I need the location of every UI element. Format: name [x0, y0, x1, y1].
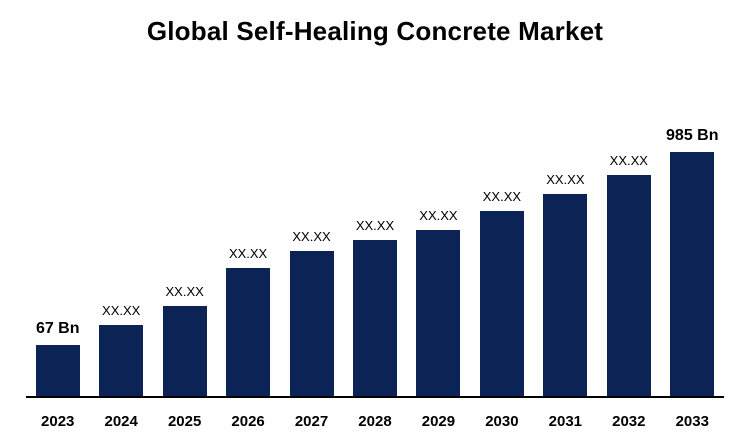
bar-value-label: XX.XX: [419, 208, 458, 223]
bar-2031: [543, 194, 588, 396]
bar-value-label: XX.XX: [292, 229, 331, 244]
bar-group-2033: 985 Bn: [661, 60, 724, 396]
bar-value-label: XX.XX: [482, 189, 522, 204]
x-tick-label: 2025: [167, 413, 202, 430]
bar-chart: 67 Bn XX.XX XX.XX XX.XX XX.XX XX.XX XX.XX XX.XX…: [26, 60, 724, 430]
bar-2029: [416, 230, 461, 396]
bar-value-label: XX.XX: [355, 218, 395, 233]
bar-group-2029: XX.XX: [407, 60, 470, 396]
x-tick-label: 2030: [485, 413, 519, 430]
bar-group-2027: XX.XX: [280, 60, 343, 396]
bar-value-label: 67 Bn: [35, 320, 80, 337]
bar-group-2028: XX.XX: [343, 60, 406, 396]
bar-2023: [35, 345, 80, 396]
bar-group-2023: 67 Bn: [26, 60, 89, 396]
bar-value-label: XX.XX: [165, 284, 204, 299]
bar-group-2025: XX.XX: [153, 60, 216, 396]
bar-group-2026: XX.XX: [216, 60, 279, 396]
bar-value-label: XX.XX: [228, 246, 268, 261]
x-tick-label: 2029: [421, 413, 456, 430]
bar-value-label: 985 Bn: [666, 127, 719, 144]
x-tick-label: 2023: [41, 413, 75, 430]
bar-2032: [606, 175, 651, 396]
bar-2026: [226, 268, 271, 396]
chart-title: Global Self-Healing Concrete Market: [146, 16, 604, 46]
bar-group-2031: XX.XX: [534, 60, 597, 396]
x-tick-label: 2026: [231, 413, 265, 430]
x-tick-label: 2028: [358, 413, 392, 430]
bar-2024: [99, 325, 144, 396]
x-tick-label: 2032: [612, 413, 646, 430]
bar-2027: [289, 251, 334, 396]
x-tick-label: 2033: [675, 413, 709, 430]
bar-group-2032: XX.XX: [597, 60, 660, 396]
bar-group-2030: XX.XX: [470, 60, 533, 396]
bar-group-2024: XX.XX: [89, 60, 152, 396]
bars-area: 67 Bn XX.XX XX.XX XX.XX XX.XX XX.XX XX.XX XX.XX…: [26, 60, 724, 398]
bar-value-label: XX.XX: [102, 303, 141, 318]
bar-2028: [352, 240, 397, 396]
x-tick-label: 2027: [294, 413, 329, 430]
x-tick-label: 2024: [104, 413, 138, 430]
bar-2030: [479, 211, 524, 396]
x-axis-labels: 2023 2024 2025 2026 2027 2028 2029 2030 2031 2032…: [26, 413, 724, 430]
x-tick-label: 2031: [548, 413, 583, 430]
bar-value-label: XX.XX: [609, 153, 648, 168]
bar-2025: [162, 306, 207, 396]
bar-2033: [670, 152, 715, 396]
bar-value-label: XX.XX: [546, 172, 585, 187]
